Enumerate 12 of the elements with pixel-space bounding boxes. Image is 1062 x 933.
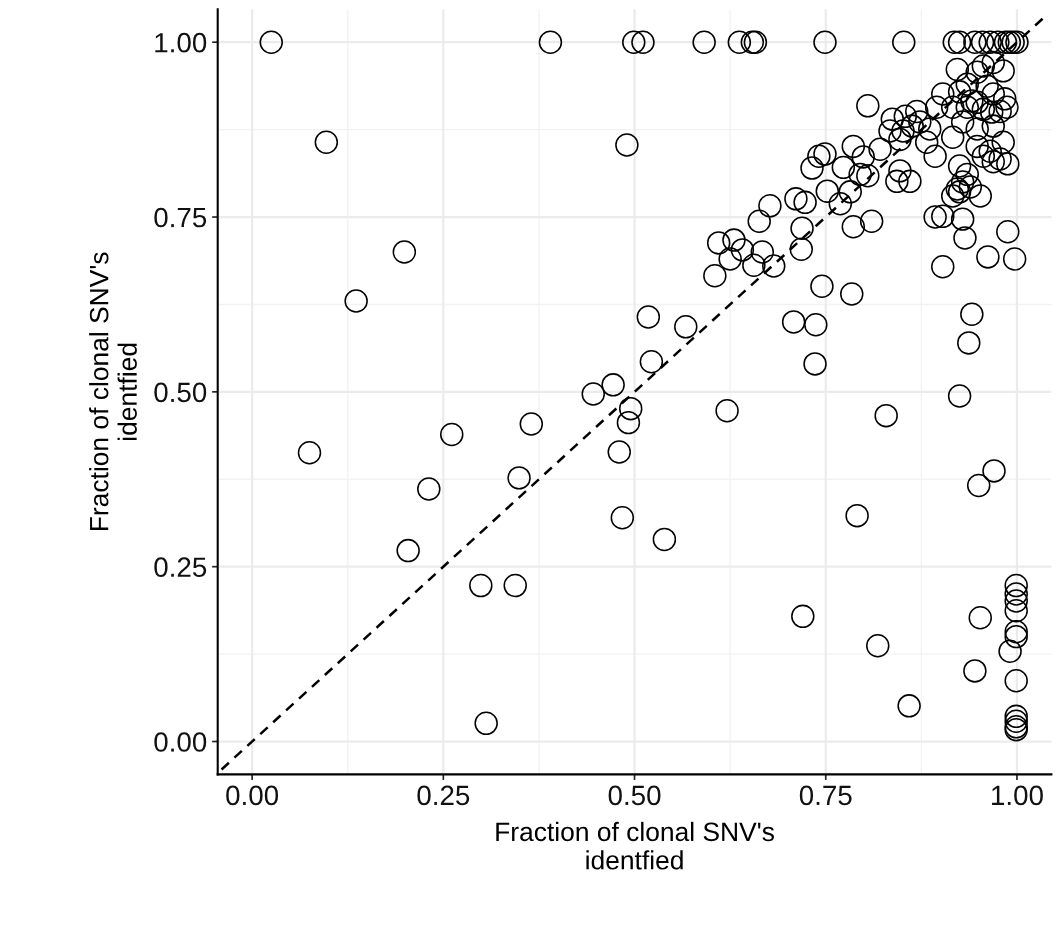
x-tick-label: 0.00	[226, 785, 279, 806]
x-axis-title: Fraction of clonal SNV's identfied	[496, 821, 774, 870]
x-tick-label: 0.25	[417, 785, 470, 806]
y-tick-label: 1.00	[155, 32, 207, 53]
x-tick-label: 0.75	[799, 785, 852, 806]
x-tick-label: 0.50	[608, 785, 661, 806]
x-tick-label: 1.00	[992, 785, 1043, 806]
y-tick-label: 0.50	[154, 382, 207, 403]
y-tick-label: 0.00	[154, 732, 207, 752]
y-tick-label: 0.75	[154, 207, 207, 228]
y-axis-title: Fraction of clonal SNV's identfied	[89, 252, 137, 531]
y-tick-label: 0.25	[154, 557, 207, 578]
